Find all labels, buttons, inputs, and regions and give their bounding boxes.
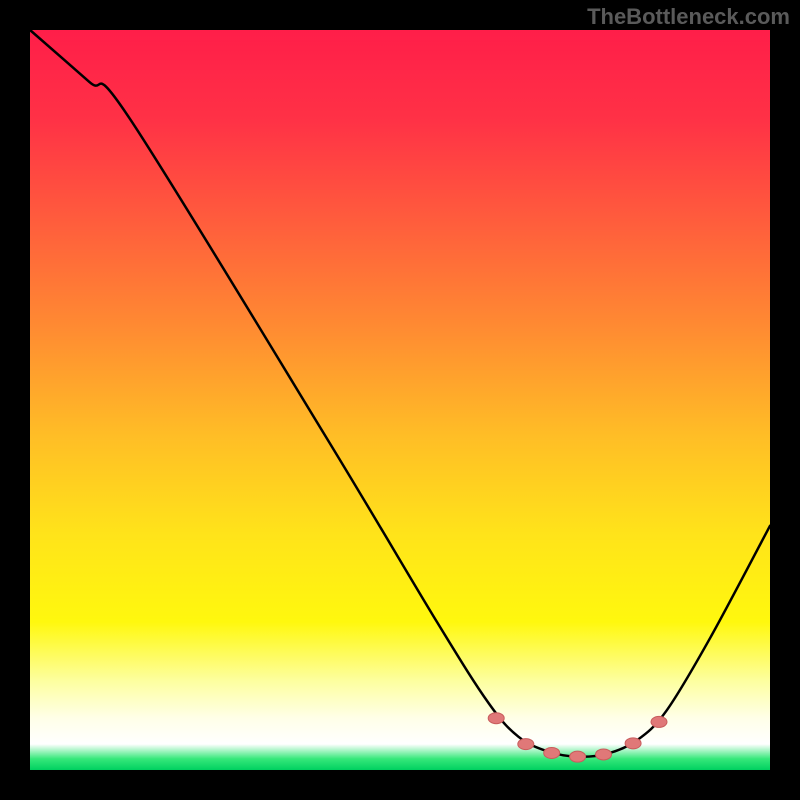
chart-container: TheBottleneck.com [0,0,800,800]
marker-point [488,713,504,724]
marker-point [518,739,534,750]
marker-point [570,751,586,762]
marker-point [651,716,667,727]
plot-background [30,30,770,770]
bottleneck-curve-chart [0,0,800,800]
marker-point [625,738,641,749]
marker-point [596,749,612,760]
marker-point [544,747,560,758]
